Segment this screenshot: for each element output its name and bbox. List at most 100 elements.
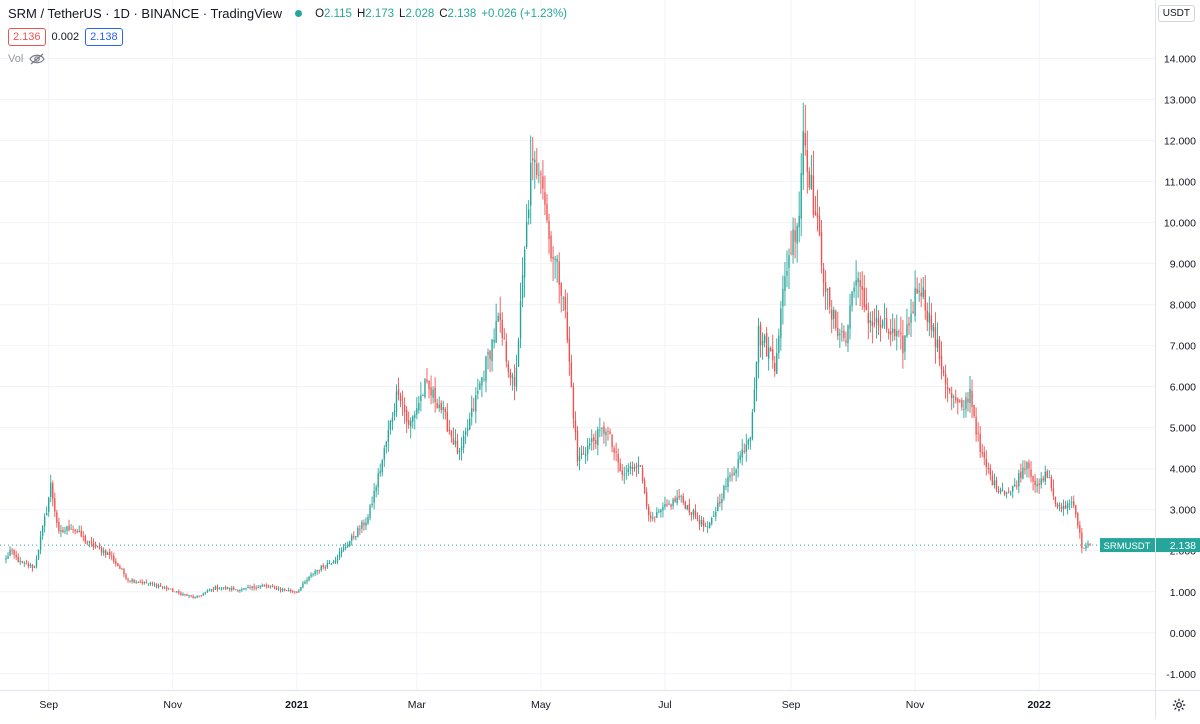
candle-body	[324, 567, 327, 569]
sell-price-button[interactable]: 2.136	[8, 28, 46, 46]
candle-body	[387, 430, 390, 442]
candle-body	[367, 517, 369, 524]
price-tick-label: 7.000	[1170, 341, 1196, 353]
candle-body	[365, 522, 367, 526]
candle-body	[1083, 547, 1085, 549]
candle-body	[822, 268, 825, 283]
candle-body	[839, 333, 841, 336]
candle-body	[723, 485, 725, 499]
candle-body	[936, 339, 939, 349]
candle-body	[523, 249, 526, 278]
candle-body	[239, 590, 241, 591]
candle-body	[885, 318, 888, 330]
chart-pane[interactable]: SRMUSDT SRM / TetherUS · 1D · BINANCE · …	[0, 0, 1155, 690]
candle-body	[867, 312, 870, 324]
chart-settings-button[interactable]	[1155, 690, 1200, 719]
candle-body	[985, 458, 987, 467]
candle-body	[401, 402, 404, 404]
candle-body	[513, 377, 516, 386]
candle-body	[983, 452, 985, 458]
candle-body	[582, 453, 585, 455]
candle-body	[157, 585, 160, 588]
candle-body	[747, 439, 750, 445]
candle-body	[17, 556, 19, 563]
candle-body	[64, 530, 66, 532]
candle-body	[410, 420, 412, 427]
candle-body	[153, 584, 156, 585]
symbol-title[interactable]: SRM / TetherUS · 1D · BINANCE · TradingV…	[8, 6, 283, 21]
candle-body	[1087, 543, 1089, 545]
price-tag[interactable]: 2.138	[1156, 538, 1200, 553]
candle-body	[584, 454, 587, 456]
candle-body	[1085, 545, 1087, 549]
candle-body	[23, 562, 26, 564]
candle-body	[287, 590, 290, 592]
candle-body	[121, 568, 123, 570]
candle-body	[550, 235, 552, 259]
candlestick-chart[interactable]: SRMUSDT	[0, 0, 1155, 690]
candle-body	[283, 589, 286, 591]
candle-body	[1012, 486, 1014, 492]
candle-body	[426, 379, 428, 382]
price-axis[interactable]: -1.0000.0001.0002.0003.0004.0005.0006.00…	[1155, 0, 1200, 690]
candle-body	[161, 586, 164, 588]
candle-body	[920, 292, 922, 297]
candle-body	[871, 321, 874, 327]
candle-body	[837, 327, 839, 336]
gear-icon[interactable]	[1172, 698, 1186, 712]
candle-body	[700, 519, 703, 526]
eye-crossed-icon[interactable]	[29, 53, 45, 65]
candle-body	[361, 521, 363, 529]
candle-body	[1026, 462, 1028, 470]
candle-body	[727, 477, 729, 487]
candle-body	[1040, 478, 1042, 485]
candle-body	[654, 516, 656, 518]
candle-body	[1042, 478, 1044, 481]
candle-body	[678, 496, 680, 498]
currency-button[interactable]: USDT	[1157, 5, 1195, 22]
candle-body	[448, 429, 451, 431]
time-axis[interactable]: Sep Nov 2021 Mar May Jul Sep Nov 2022	[0, 690, 1155, 719]
candle-body	[1089, 544, 1091, 546]
candle-body	[696, 517, 699, 519]
candle-body	[1018, 473, 1020, 487]
candle-body	[572, 386, 575, 419]
time-axis-scale[interactable]: Sep Nov 2021 Mar May Jul Sep Nov 2022	[0, 691, 1155, 719]
candle-body	[159, 585, 162, 587]
candle-body	[652, 517, 654, 519]
candle-body	[50, 482, 52, 497]
candle-body	[1070, 502, 1073, 503]
candle-body	[231, 587, 233, 590]
candle-body	[220, 588, 223, 590]
candle-body	[70, 528, 72, 530]
candle-body	[416, 408, 418, 415]
status-dot-icon	[295, 10, 303, 17]
candle-body	[812, 175, 815, 215]
candle-body	[810, 174, 813, 189]
candle-body	[45, 513, 48, 516]
last-price-tag[interactable]: SRMUSDT	[1100, 538, 1155, 553]
candle-body	[371, 503, 373, 506]
price-axis-scale[interactable]: -1.0000.0001.0002.0003.0004.0005.0006.00…	[1156, 0, 1200, 690]
candle-body	[202, 593, 204, 596]
time-tick-label: Mar	[408, 699, 427, 711]
volume-indicator[interactable]: Vol	[8, 53, 45, 65]
candle-body	[269, 586, 272, 588]
candle-body	[257, 587, 259, 589]
candle-body	[715, 512, 717, 517]
candle-body	[48, 497, 50, 512]
candle-body	[346, 545, 349, 547]
candle-body	[168, 588, 170, 590]
candle-body	[458, 450, 461, 453]
candle-body	[757, 326, 760, 363]
candle-body	[172, 589, 174, 592]
candle-body	[745, 444, 747, 452]
candle-body	[391, 417, 394, 423]
candle-body	[619, 463, 621, 472]
candle-body	[249, 587, 251, 589]
price-tick-label: 4.000	[1170, 464, 1196, 476]
candle-body	[798, 215, 800, 228]
buy-price-button[interactable]: 2.138	[85, 28, 123, 46]
candle-body	[493, 339, 495, 343]
candle-body	[497, 316, 499, 322]
